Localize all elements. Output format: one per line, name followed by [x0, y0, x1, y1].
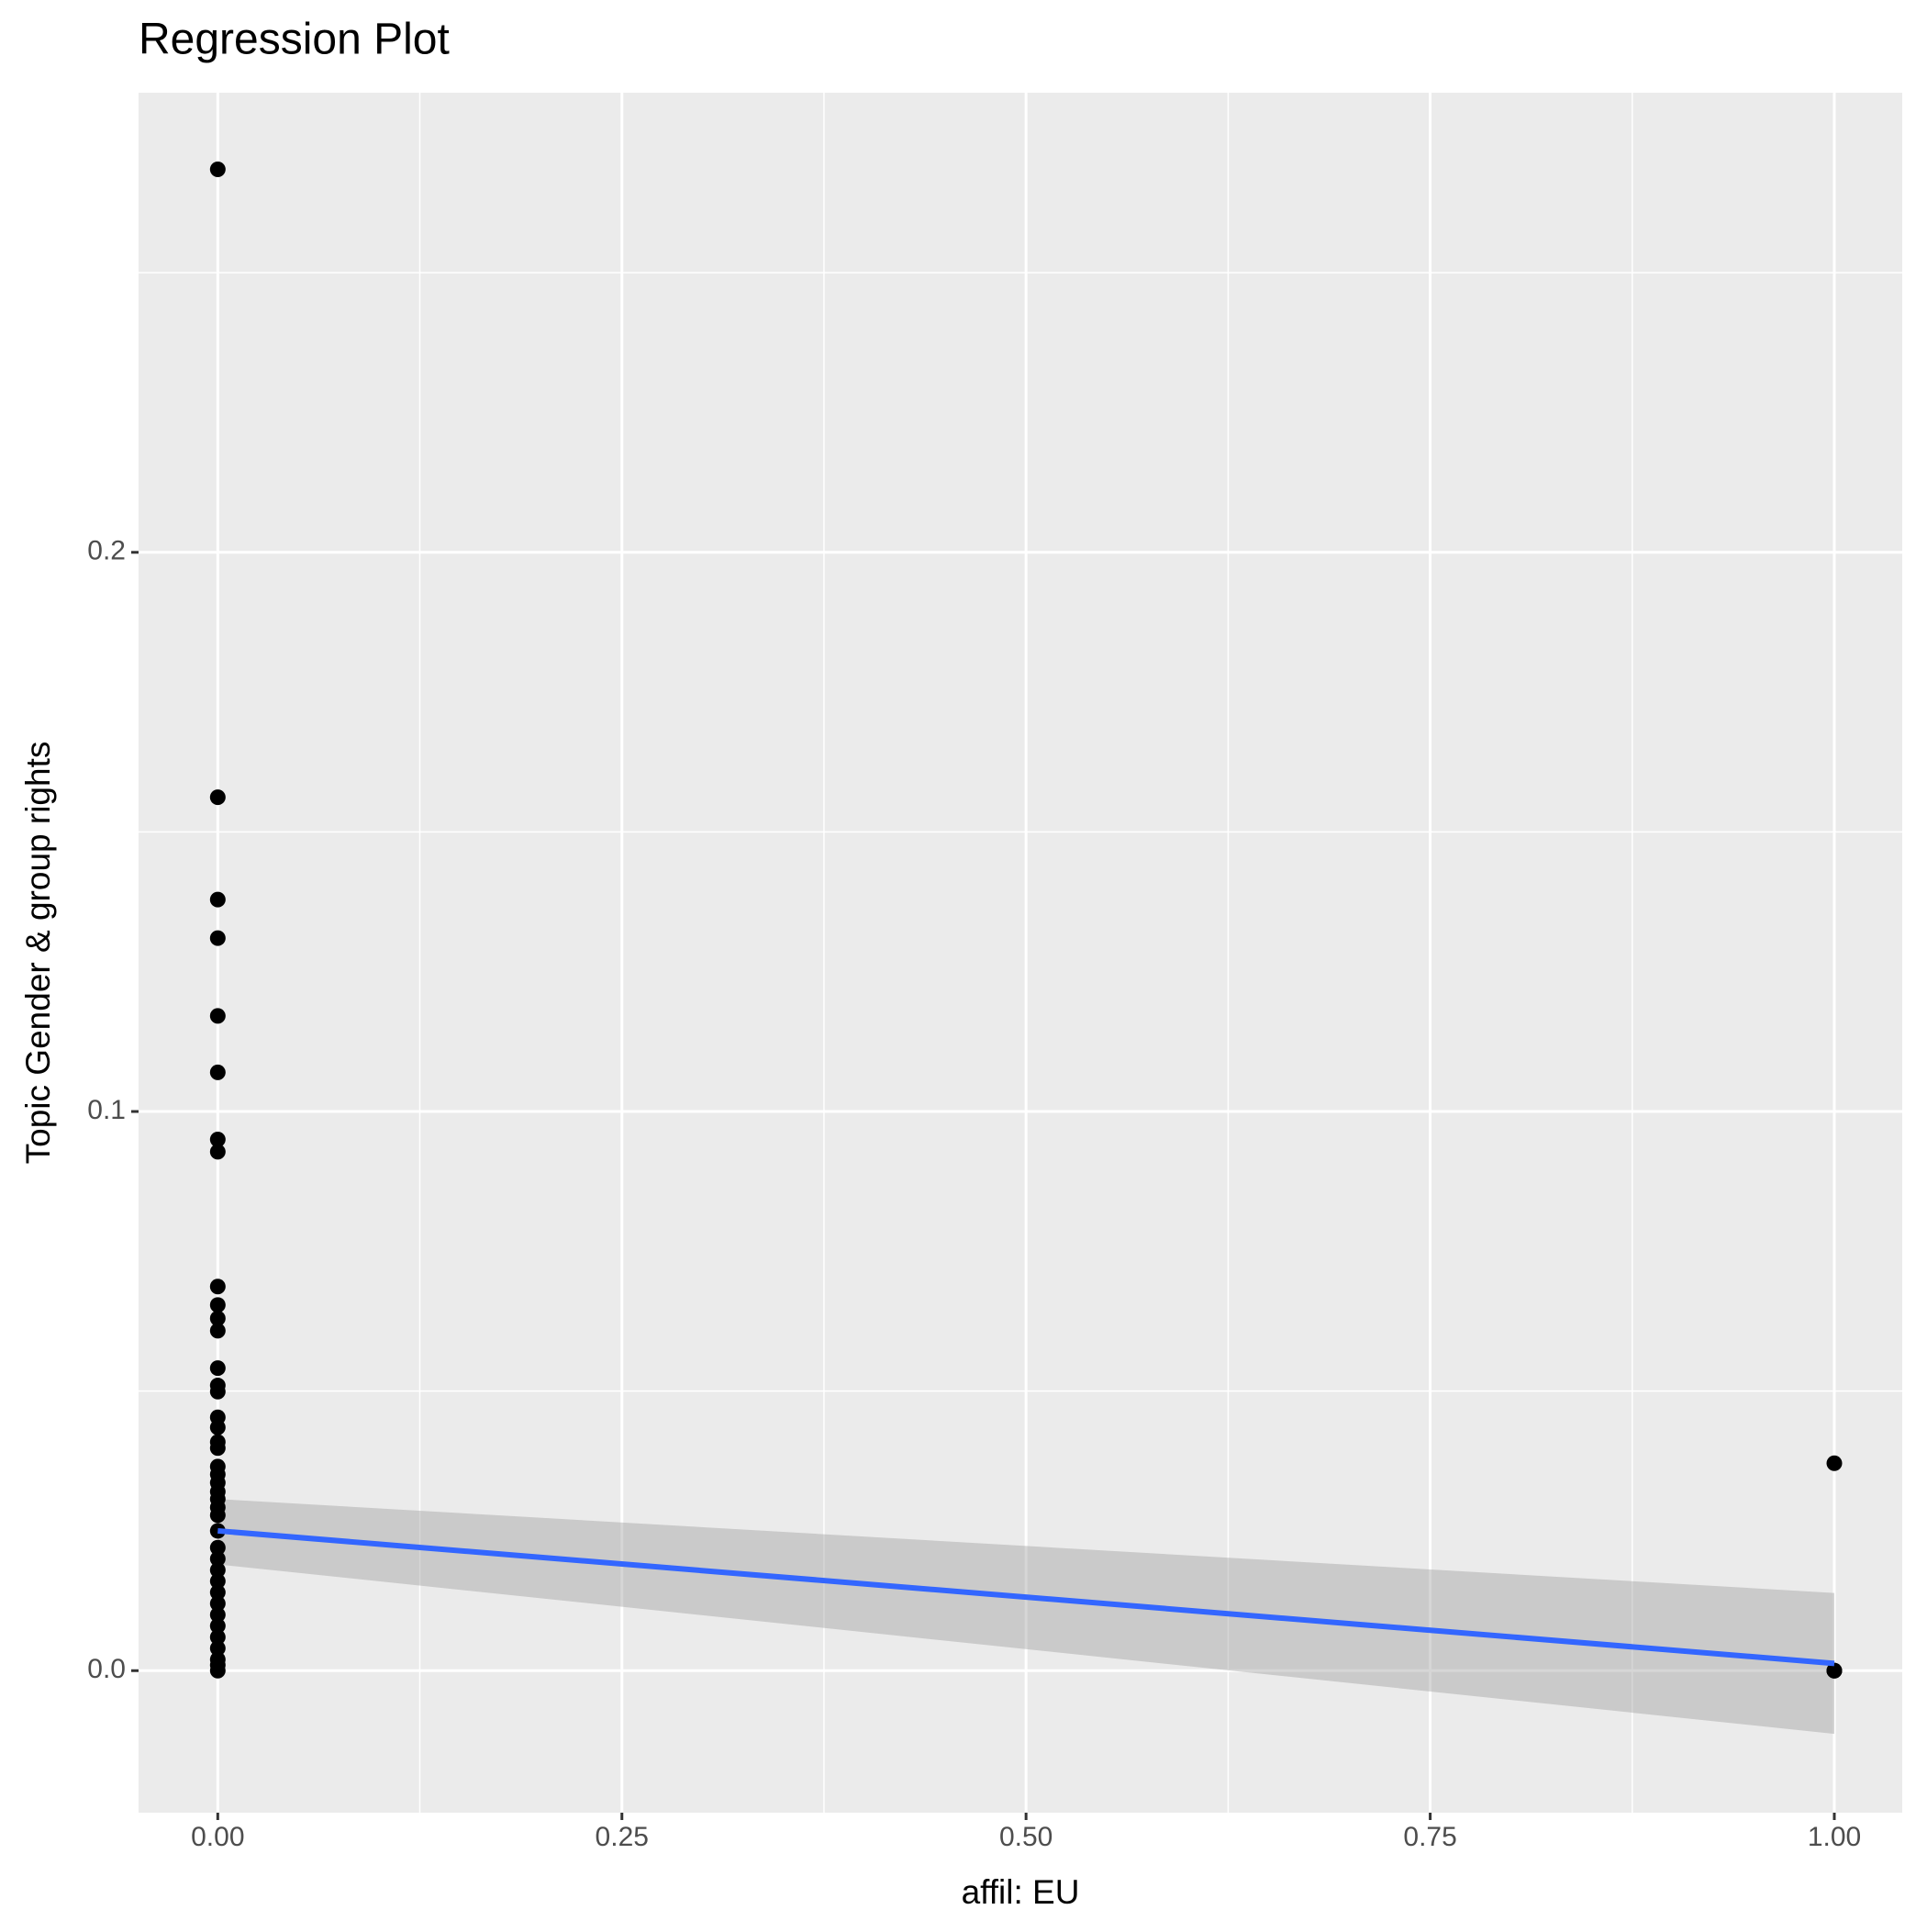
point: [209, 1419, 226, 1435]
x-tick-label: 0.25: [596, 1822, 649, 1852]
point: [209, 1360, 226, 1377]
point: [209, 930, 226, 946]
point: [209, 1629, 226, 1646]
point: [209, 1310, 226, 1326]
regression-line: [217, 1527, 1835, 1667]
point: [209, 891, 226, 908]
point: [209, 1618, 226, 1635]
point: [209, 1584, 226, 1601]
point: [209, 1297, 226, 1313]
chart-title: Regression Plot: [139, 16, 450, 64]
x-tick-label: 0.75: [1403, 1822, 1456, 1852]
y-tick-label: 0.1: [87, 1095, 126, 1125]
point: [209, 1640, 226, 1657]
point: [209, 1144, 226, 1160]
x-axis-title: affil: EU: [962, 1873, 1080, 1911]
point: [209, 1539, 226, 1556]
point: [209, 1131, 226, 1147]
point: [209, 1008, 226, 1024]
point: [209, 1383, 226, 1400]
point: [209, 1573, 226, 1590]
x-tick-label: 0.50: [999, 1822, 1053, 1852]
point: [209, 1606, 226, 1623]
point: [209, 1323, 226, 1339]
point: [209, 1595, 226, 1612]
y-tick-label: 0.0: [87, 1654, 126, 1684]
point: [209, 1064, 226, 1080]
y-tick-label: 0.2: [87, 536, 126, 566]
panel: [139, 93, 1902, 1813]
point: [1826, 1455, 1843, 1471]
x-tick-label: 1.00: [1808, 1822, 1861, 1852]
point: [209, 161, 226, 177]
point: [209, 1279, 226, 1295]
point: [209, 789, 226, 806]
point: [1826, 1662, 1843, 1679]
point: [209, 1507, 226, 1524]
confidence-band: [217, 1499, 1835, 1735]
y-axis-title: Topic Gender & group rights: [19, 742, 57, 1165]
point: [209, 1662, 226, 1679]
point: [209, 1440, 226, 1457]
x-tick-label: 0.00: [191, 1822, 244, 1852]
point: [209, 1562, 226, 1579]
point: [209, 1550, 226, 1567]
